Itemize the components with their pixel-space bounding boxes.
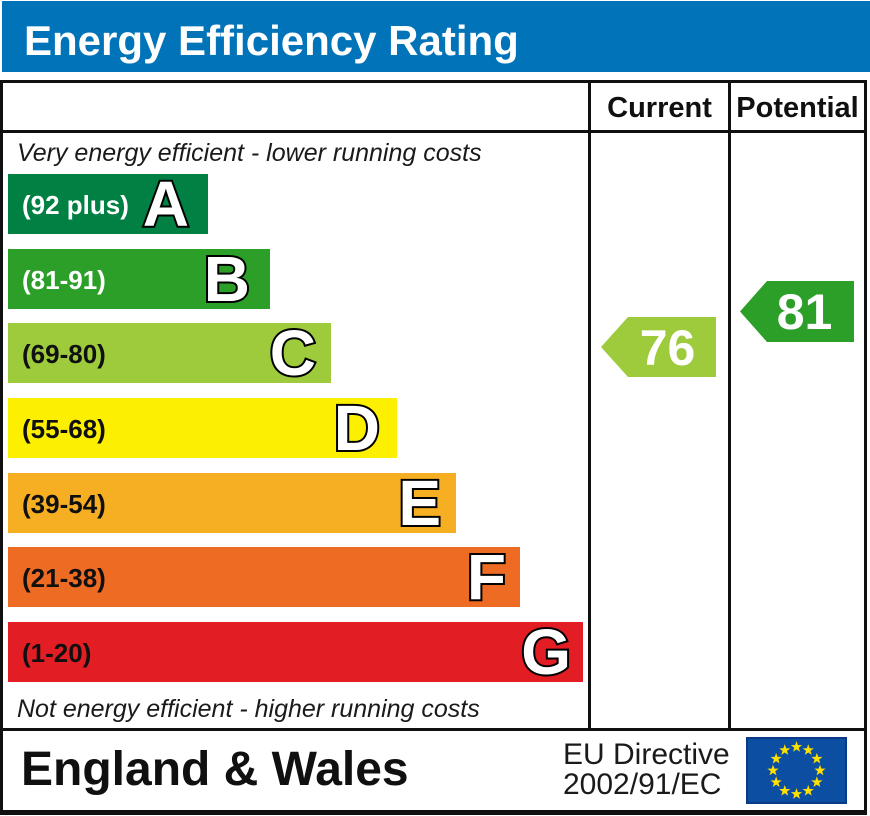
svg-text:76: 76 [640,320,696,376]
svg-text:F: F [467,547,506,607]
svg-text:D: D [334,398,380,458]
svg-text:A: A [143,174,189,234]
svg-text:B: B [204,249,250,309]
svg-text:G: G [521,622,571,682]
svg-text:E: E [398,473,441,533]
svg-text:C: C [270,323,316,383]
svg-text:81: 81 [777,284,833,340]
